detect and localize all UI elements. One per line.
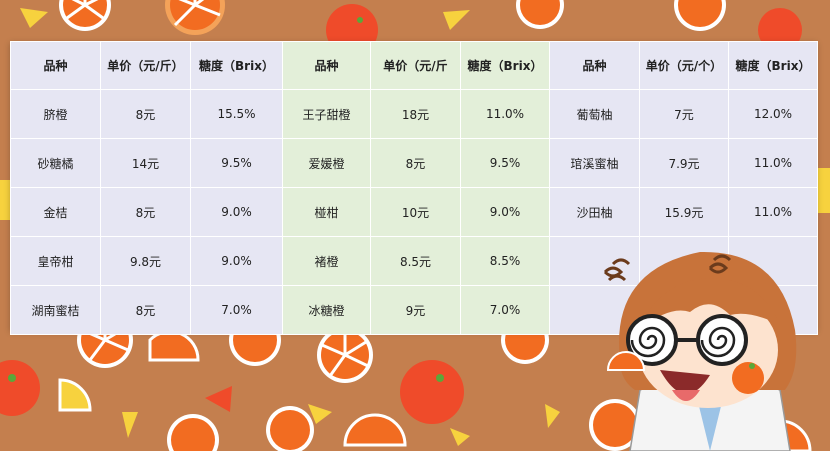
table-cell: 15.9元: [639, 187, 729, 237]
table-cell: 沙田柚: [549, 187, 640, 237]
table-cell: 12.0%: [728, 89, 818, 139]
orange-slice-icon: [165, 0, 225, 35]
orange-slice-icon: [589, 399, 641, 451]
table-cell: 爱媛橙: [282, 138, 371, 188]
table-cell: 8.5%: [460, 236, 550, 286]
table-cell: 椪柑: [282, 187, 371, 237]
table-cell: 皇帝柑: [10, 236, 101, 286]
orange-slice-icon: [516, 0, 564, 29]
table-header-row: 品种 单价（元/斤） 糖度（Brix） 品种 单价（元/斤 糖度（Brix） 品…: [10, 41, 818, 90]
table-cell: 琯溪蜜柚: [549, 138, 640, 188]
spiral-glasses-icon: [626, 314, 748, 366]
table-cell: 15.5%: [190, 89, 283, 139]
table-cell: 9.8元: [100, 236, 191, 286]
table-cell: 11.0%: [728, 187, 818, 237]
table-cell: 9.5%: [460, 138, 550, 188]
lemon-wedge-icon: [443, 10, 470, 30]
lemon-wedge-icon: [20, 8, 48, 28]
orange-fruit-icon: [732, 362, 764, 394]
orange-fruit-icon: [0, 360, 40, 416]
orange-slice-icon: [343, 413, 407, 447]
lemon-wedge-icon: [308, 404, 332, 424]
table-cell: 金桔: [10, 187, 101, 237]
table-cell: 10元: [370, 187, 461, 237]
header-unit-price: 单价（元/个）: [639, 41, 729, 90]
table-cell: 葡萄柚: [549, 89, 640, 139]
table-cell: 7.0%: [190, 285, 283, 335]
orange-slice-icon: [148, 330, 200, 362]
table-cell: 8.5元: [370, 236, 461, 286]
header-variety: 品种: [10, 41, 101, 90]
header-brix: 糖度（Brix）: [460, 41, 550, 90]
table-cell: 8元: [100, 285, 191, 335]
lemon-wedge-icon: [450, 428, 470, 446]
table-row: 皇帝柑 9.8元 9.0% 褚橙 8.5元 8.5%: [10, 236, 818, 286]
table-row: 金桔 8元 9.0% 椪柑 10元 9.0% 沙田柚 15.9元 11.0%: [10, 187, 818, 237]
table-cell: 湖南蜜桔: [10, 285, 101, 335]
lemon-wedge-icon: [545, 404, 560, 428]
table-cell: 砂糖橘: [10, 138, 101, 188]
orange-slice-icon: [167, 414, 219, 451]
curl-icon: [708, 254, 732, 274]
table-cell: 7.0%: [460, 285, 550, 335]
orange-slice-icon: [674, 0, 726, 31]
table-cell: 冰糖橙: [282, 285, 371, 335]
orange-slice-icon: [317, 327, 373, 383]
orange-slice-icon: [606, 351, 646, 371]
table-cell: 9.5%: [190, 138, 283, 188]
cartoon-scientist-character: [603, 251, 797, 451]
hair-fringe-icon: [638, 278, 780, 330]
lemon-wedge-icon: [122, 412, 138, 438]
table-cell: 11.0%: [728, 138, 818, 188]
header-variety: 品种: [549, 41, 640, 90]
lemon-slice-icon: [58, 378, 92, 412]
curl-icon: [603, 258, 631, 282]
table-cell: 11.0%: [460, 89, 550, 139]
tongue-icon: [672, 390, 700, 401]
table-cell: 8元: [100, 187, 191, 237]
table-cell: 9元: [370, 285, 461, 335]
table-cell: 8元: [100, 89, 191, 139]
lemon-slice-icon: [817, 168, 830, 213]
table-cell: 9.0%: [190, 187, 283, 237]
lemon-slice-icon: [0, 180, 10, 220]
orange-fruit-icon: [400, 360, 464, 424]
header-unit-price: 单价（元/斤: [370, 41, 461, 90]
orange-slice-icon: [266, 406, 314, 451]
table-cell: 7元: [639, 89, 729, 139]
table-cell: 9.0%: [460, 187, 550, 237]
citrus-price-table-panel: 品种 单价（元/斤） 糖度（Brix） 品种 单价（元/斤 糖度（Brix） 品…: [10, 41, 818, 335]
table-cell: 脐橙: [10, 89, 101, 139]
table-cell: 9.0%: [190, 236, 283, 286]
citrus-price-table: 品种 单价（元/斤） 糖度（Brix） 品种 单价（元/斤 糖度（Brix） 品…: [10, 41, 818, 335]
table-cell: 14元: [100, 138, 191, 188]
mouth-icon: [660, 370, 710, 394]
orange-slice-icon: [59, 0, 111, 31]
header-unit-price: 单价（元/斤）: [100, 41, 191, 90]
orange-wedge-icon: [205, 386, 232, 412]
header-variety: 品种: [282, 41, 371, 90]
table-cell: 8元: [370, 138, 461, 188]
header-brix: 糖度（Brix）: [190, 41, 283, 90]
table-cell: 褚橙: [282, 236, 371, 286]
table-cell: 18元: [370, 89, 461, 139]
table-cell: 王子甜橙: [282, 89, 371, 139]
header-brix: 糖度（Brix）: [728, 41, 818, 90]
table-cell: 7.9元: [639, 138, 729, 188]
table-row: 脐橙 8元 15.5% 王子甜橙 18元 11.0% 葡萄柚 7元 12.0%: [10, 89, 818, 139]
table-row: 砂糖橘 14元 9.5% 爱媛橙 8元 9.5% 琯溪蜜柚 7.9元 11.0%: [10, 138, 818, 188]
